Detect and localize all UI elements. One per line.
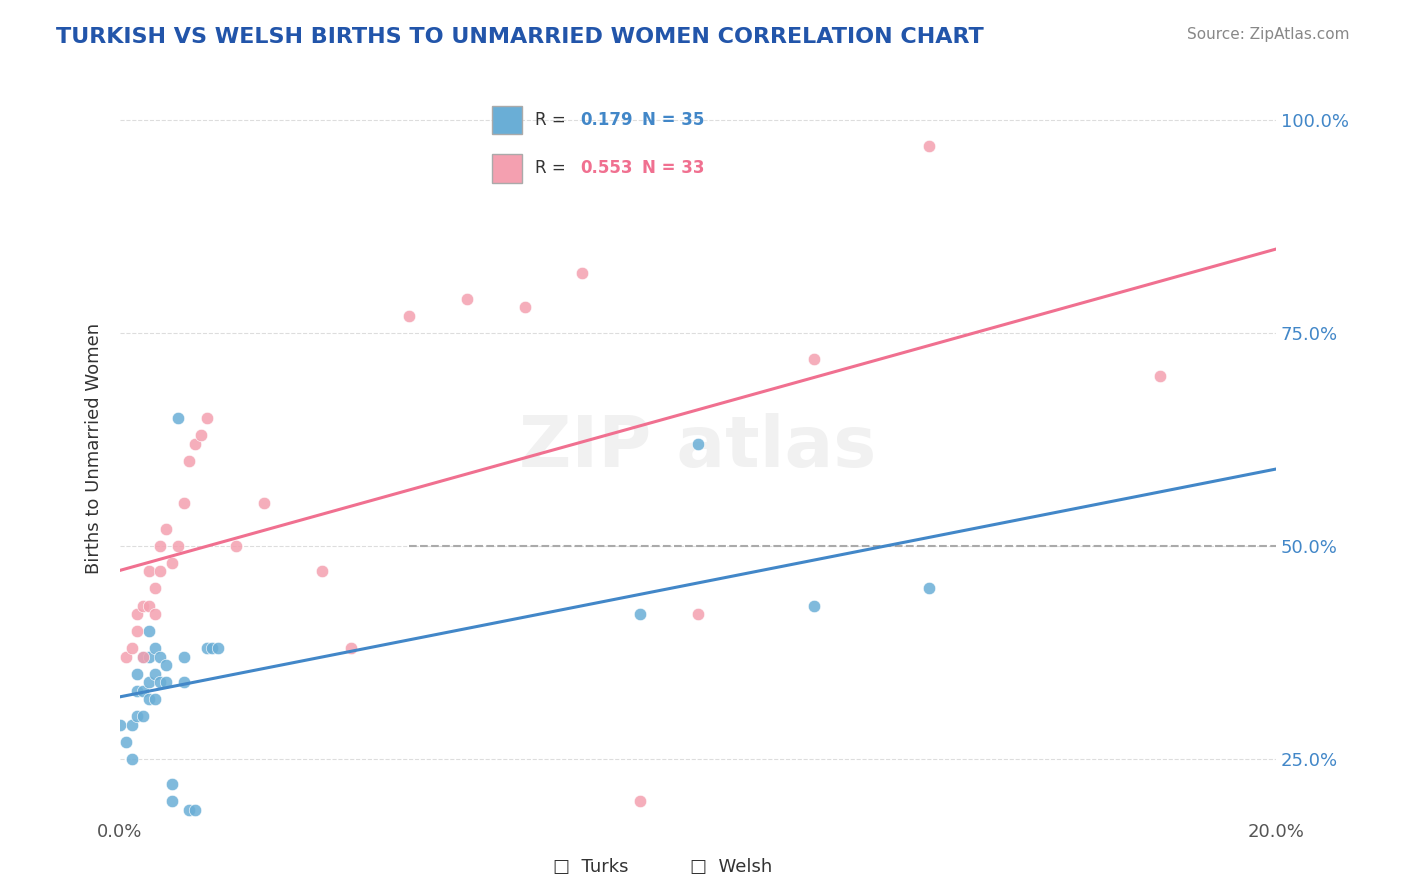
Point [160,777,183,791]
Point [132,683,155,698]
Point [160,794,183,808]
Point [513,301,536,315]
Point [918,138,941,153]
Point [138,675,160,690]
Point [1149,368,1171,383]
Point [571,266,593,280]
Point [155,675,177,690]
Point [114,649,136,664]
Point [138,692,160,706]
Point [160,556,183,570]
Point [253,496,276,510]
Point [456,292,478,306]
Point [686,436,709,450]
Point [143,666,166,681]
Point [686,607,709,621]
Point [166,411,188,425]
Point [628,794,651,808]
Point [149,539,172,553]
Point [127,607,149,621]
Point [173,496,195,510]
Point [628,607,651,621]
Point [173,675,195,690]
Point [143,582,166,596]
Point [184,803,207,817]
Point [149,649,172,664]
Text: □  Welsh: □ Welsh [690,858,772,876]
Point [190,428,212,442]
Point [143,692,166,706]
Point [127,666,149,681]
Point [207,641,229,656]
Point [149,565,172,579]
Point [143,607,166,621]
Point [138,599,160,613]
Point [803,351,825,366]
Point [184,436,207,450]
Point [179,454,201,468]
Point [127,624,149,638]
Point [121,752,143,766]
Point [138,565,160,579]
Point [173,649,195,664]
Point [155,658,177,673]
Point [918,582,941,596]
Text: □  Turks: □ Turks [553,858,628,876]
Point [155,522,177,536]
Point [143,641,166,656]
Text: Source: ZipAtlas.com: Source: ZipAtlas.com [1187,27,1350,42]
Point [195,411,218,425]
Point [340,641,363,656]
Point [127,683,149,698]
Text: TURKISH VS WELSH BIRTHS TO UNMARRIED WOMEN CORRELATION CHART: TURKISH VS WELSH BIRTHS TO UNMARRIED WOM… [56,27,984,46]
Point [149,675,172,690]
Point [132,649,155,664]
Point [179,803,201,817]
Point [195,641,218,656]
Point [127,709,149,723]
Point [201,641,224,656]
Point [311,565,333,579]
Point [138,624,160,638]
Point [398,309,420,323]
Point [121,718,143,732]
Point [132,709,155,723]
Point [166,539,188,553]
Point [132,599,155,613]
Text: ZIP atlas: ZIP atlas [519,414,876,483]
Point [132,649,155,664]
Point [114,735,136,749]
Point [121,641,143,656]
Point [138,649,160,664]
Point [108,718,131,732]
Y-axis label: Births to Unmarried Women: Births to Unmarried Women [86,322,103,574]
Point [225,539,247,553]
Point [803,599,825,613]
